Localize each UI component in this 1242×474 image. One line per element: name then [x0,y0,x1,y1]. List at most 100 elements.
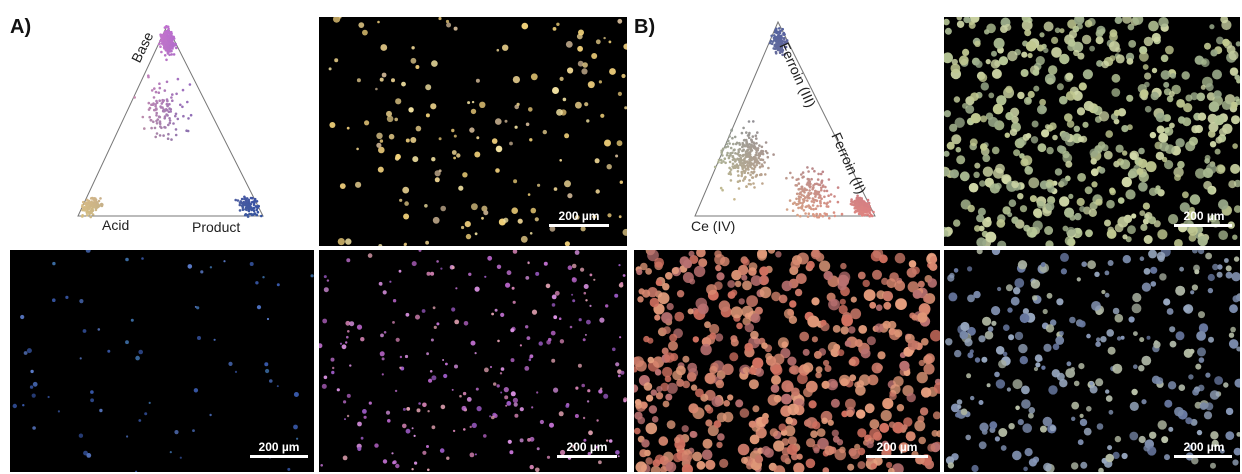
droplet [323,375,328,380]
droplet [1138,147,1145,155]
droplet [1077,439,1084,446]
droplet [524,366,530,371]
ternary-point [858,212,862,215]
ternary-point [799,206,802,209]
droplet [1207,273,1215,282]
droplet [1098,167,1106,174]
droplet [415,65,420,69]
ternary-point [752,182,755,185]
droplet [742,258,750,266]
droplet [651,416,659,423]
droplet [382,459,388,464]
droplet [923,363,935,375]
ternary-point [863,203,867,207]
droplet [714,254,726,265]
ternary-point [751,167,754,170]
ternary-point [747,182,751,186]
ternary-point [755,153,758,157]
droplet [578,318,582,322]
droplet [666,382,678,394]
droplet [1106,329,1114,337]
droplet [296,437,299,440]
ternary-point [820,179,824,182]
droplet [924,458,932,466]
droplet [1046,146,1054,155]
ternary-point [165,25,168,28]
ternary-point [824,213,828,217]
droplet [857,271,866,280]
droplet [65,295,69,299]
droplet [1094,271,1100,277]
droplet [334,58,339,63]
droplet [525,122,530,127]
droplet [770,384,780,393]
droplet [471,203,478,211]
ternary-point [99,197,102,200]
droplet [141,257,144,260]
droplet [914,420,926,432]
droplet [1233,256,1240,262]
droplet [978,335,986,343]
droplet [896,404,905,412]
droplet [771,364,783,376]
ternary-point [853,210,857,214]
ternary-point [743,159,746,162]
droplet [1150,266,1158,274]
droplet [781,380,794,393]
droplet [969,138,978,147]
droplets-a-top-right [328,17,627,246]
droplet [1193,264,1200,272]
droplet [1065,72,1074,81]
droplet [192,429,195,432]
droplets-a-bottom-left [12,250,314,472]
droplet [430,103,437,110]
droplet [1096,423,1104,430]
droplet [737,264,749,276]
ternary-point [731,136,734,140]
ternary-point [761,182,764,185]
droplet [1149,131,1157,139]
droplet [729,352,739,362]
droplet [587,452,591,456]
ternary-point [783,37,786,41]
ternary-point [798,198,801,202]
droplet [917,312,928,323]
droplet [1196,429,1203,436]
droplet [686,372,697,382]
ternary-point [150,126,153,130]
droplet [356,147,359,151]
droplet [556,109,563,116]
ternary-point [811,204,815,207]
droplet [978,400,984,405]
droplet [982,316,992,326]
droplet [520,235,528,243]
droplet [1042,416,1053,427]
droplet [381,373,384,376]
ternary-point [94,198,98,202]
droplet [269,379,273,383]
droplet [575,386,579,390]
ternary-point [720,149,723,152]
droplet [1222,38,1230,47]
droplet [857,461,866,470]
droplet [346,335,349,339]
droplet [750,313,761,324]
droplet [857,428,867,438]
droplets-b-bottom-right [945,250,1240,472]
droplet [556,22,560,26]
droplet [1198,311,1205,319]
droplet [357,421,362,427]
droplet [1069,316,1076,324]
ternary-point [828,200,832,203]
ternary-point [165,80,169,84]
ternary-point [249,196,253,200]
droplet [510,328,515,333]
droplet [31,393,36,398]
ternary-point [733,198,736,201]
droplet [1206,92,1216,101]
droplet [608,40,612,44]
ternary-point [176,77,180,81]
droplet [992,103,1004,115]
droplet [1142,64,1149,70]
droplet [944,150,950,157]
